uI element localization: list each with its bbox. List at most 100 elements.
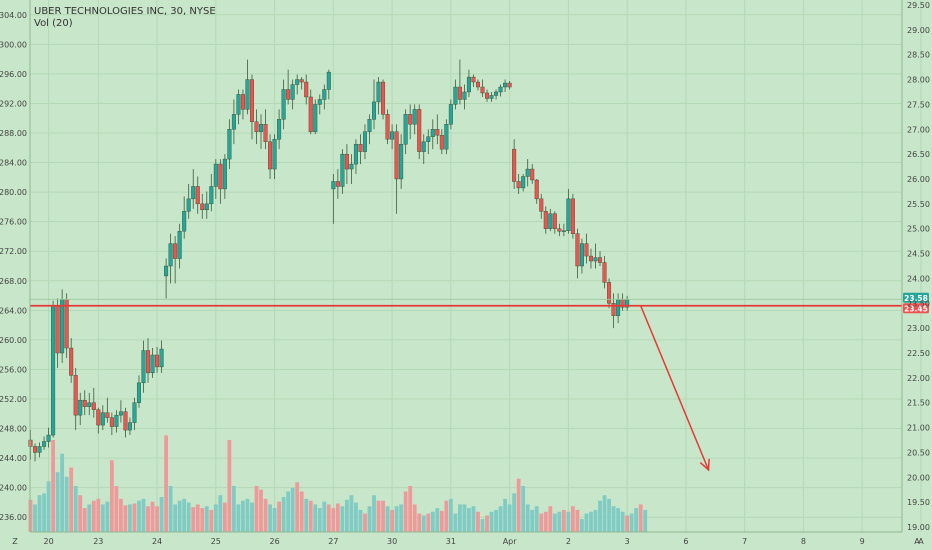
candle [308, 89, 313, 135]
candle-body [114, 414, 119, 427]
candle-body [358, 143, 363, 152]
candle [304, 74, 309, 105]
candle-body [236, 94, 241, 115]
candle [33, 443, 38, 462]
candle-body [231, 114, 236, 130]
candle [231, 99, 236, 145]
candle [173, 236, 178, 284]
candle [358, 134, 363, 165]
volume-bar [114, 486, 119, 532]
right-tick-label: 21.00 [907, 424, 930, 433]
candle [503, 79, 508, 92]
candle-body [376, 81, 381, 103]
candle [367, 114, 372, 145]
volume-bar [598, 500, 602, 532]
volume-bar [60, 453, 65, 532]
x-tick-label: 9 [860, 537, 865, 546]
candle-body [430, 129, 435, 137]
candle-body [322, 89, 327, 100]
volume-bar [367, 506, 372, 532]
left-tick-label: 304.00 [0, 11, 27, 20]
candle-body [141, 350, 146, 384]
volume-bar [372, 495, 376, 532]
x-corner-label-left: Z [12, 537, 18, 546]
volume-bar [227, 440, 232, 532]
candle [109, 412, 114, 436]
candle-body [42, 441, 47, 447]
volume-bar [507, 504, 512, 532]
candle-body [593, 257, 598, 262]
candle [430, 119, 435, 150]
volume-bar [331, 508, 336, 532]
candle-body [453, 86, 458, 105]
volume-bar [430, 511, 435, 532]
candle [313, 99, 318, 135]
candle-body [521, 176, 526, 189]
candle [177, 223, 182, 269]
volume-bar [317, 508, 322, 532]
candle-body [525, 168, 530, 177]
candle-body [37, 446, 42, 453]
candle-body [200, 203, 205, 211]
candle [548, 208, 553, 232]
volume-bar [643, 509, 648, 532]
volume-bar [503, 498, 507, 532]
candle-body [326, 71, 331, 90]
volume-bar [471, 506, 476, 532]
candle-body [421, 141, 426, 152]
candle [186, 183, 191, 219]
volume-bar [480, 519, 485, 532]
volume-bar [620, 511, 625, 532]
volume-bar [435, 508, 440, 532]
volume-bar [51, 440, 55, 532]
grid [30, 0, 922, 532]
candle-body [69, 347, 74, 376]
volume-bar [345, 499, 349, 532]
candle-body [498, 86, 503, 93]
volume-bar [399, 504, 404, 532]
right-tick-label: 27.00 [907, 125, 930, 134]
candle [335, 169, 340, 199]
volume-bar [340, 506, 345, 532]
candle [444, 119, 449, 155]
x-corner-label-right: A [914, 537, 920, 546]
volume-bar [363, 513, 367, 532]
candle [213, 159, 218, 199]
volume-bar [326, 504, 331, 532]
right-tick-label: 25.50 [907, 200, 930, 209]
candles [28, 59, 630, 462]
candle [118, 400, 123, 423]
volume-bar [394, 506, 399, 532]
candle-body [308, 96, 313, 132]
candle-body [281, 89, 286, 120]
candle-body [570, 198, 575, 234]
candle-body [118, 411, 123, 416]
candle [159, 340, 164, 373]
candle [349, 154, 354, 184]
candle-body [475, 81, 480, 88]
candle [494, 89, 499, 100]
candle [552, 211, 557, 234]
candle-body [485, 92, 490, 99]
candle-body [503, 82, 508, 88]
volume-bar [476, 511, 480, 532]
candle-body [367, 119, 372, 132]
right-tick-label: 29.00 [907, 26, 930, 35]
volume-bar [213, 504, 218, 532]
candle [399, 134, 404, 189]
volume-bar [611, 506, 616, 532]
candle-body [353, 143, 358, 165]
candle-body [362, 131, 367, 152]
candle [376, 77, 381, 115]
candle [561, 223, 566, 237]
candle [340, 149, 345, 194]
candle [100, 405, 105, 431]
x-tick-label: 27 [328, 537, 338, 546]
volume-bar [534, 506, 539, 532]
candle-body [426, 136, 431, 142]
x-tick-label: 23 [93, 537, 103, 546]
candle [218, 159, 223, 204]
candle [534, 178, 539, 204]
volume-bar [159, 497, 164, 532]
